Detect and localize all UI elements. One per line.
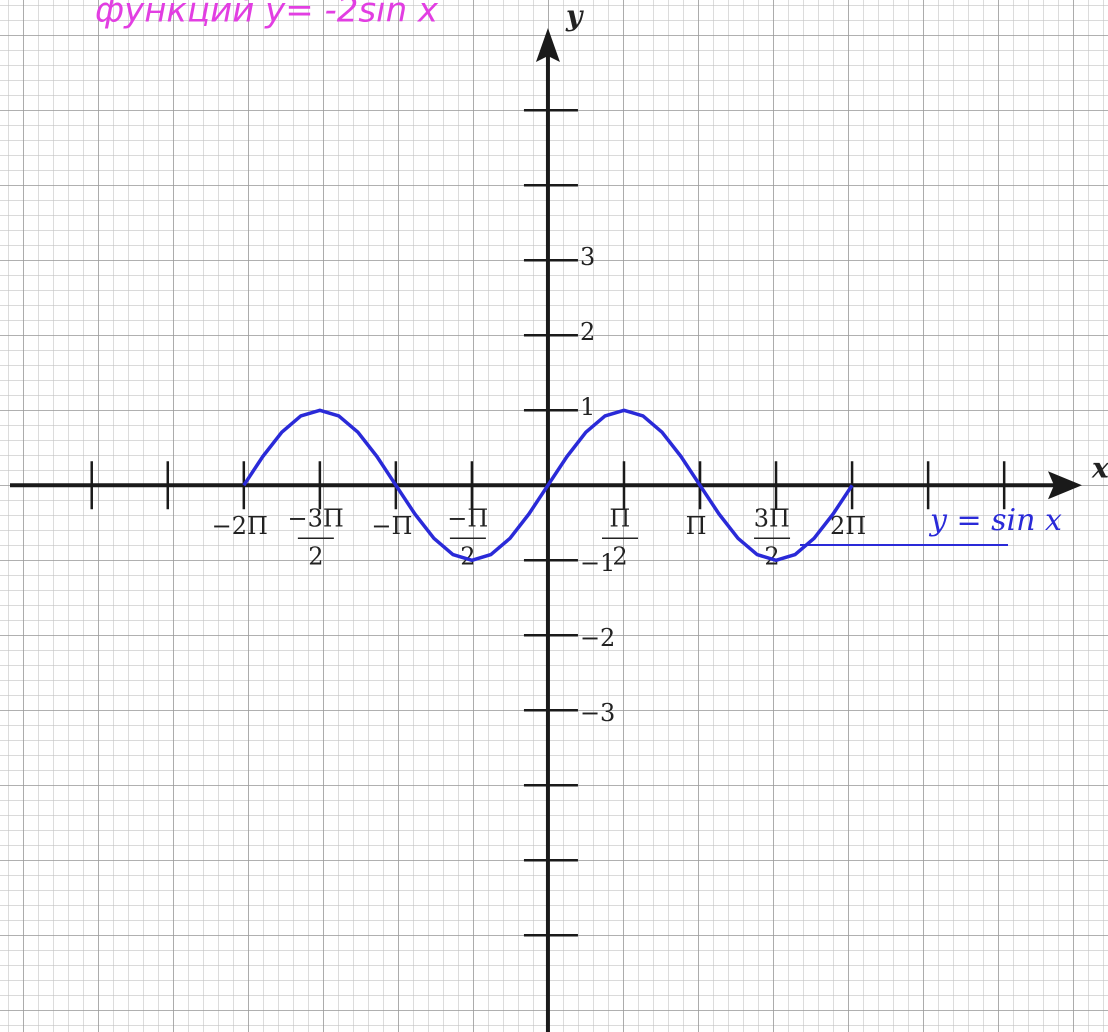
x-axis-label: x bbox=[1091, 452, 1108, 485]
x-tick-label: −2Π bbox=[212, 512, 268, 540]
y-tick-label: 1 bbox=[580, 393, 595, 421]
x-tick-label: 2Π bbox=[830, 512, 866, 540]
y-tick-label: −2 bbox=[580, 624, 615, 652]
y-tick-label: −1 bbox=[580, 549, 615, 577]
annotation: y = sin x bbox=[928, 503, 1062, 538]
y-tick-label: 2 bbox=[580, 318, 595, 346]
x-axis-arrow bbox=[1048, 471, 1082, 500]
sine-curve bbox=[242, 408, 854, 563]
y-axis-arrow bbox=[535, 28, 560, 62]
x-tick-label: −Π bbox=[371, 512, 412, 540]
x-tick-label: Π bbox=[686, 512, 707, 540]
title: функций y= -2sin x bbox=[95, 0, 439, 31]
y-tick-label: −3 bbox=[580, 699, 615, 727]
x-tick-label: 3Π/2 bbox=[754, 504, 791, 570]
y-tick-label: 3 bbox=[580, 243, 595, 271]
x-tick-label: −Π/2 bbox=[447, 504, 489, 570]
y-axis-label: y bbox=[565, 0, 584, 33]
x-tick-label: Π/2 bbox=[609, 504, 631, 570]
x-tick-label: −3Π/2 bbox=[288, 504, 345, 570]
